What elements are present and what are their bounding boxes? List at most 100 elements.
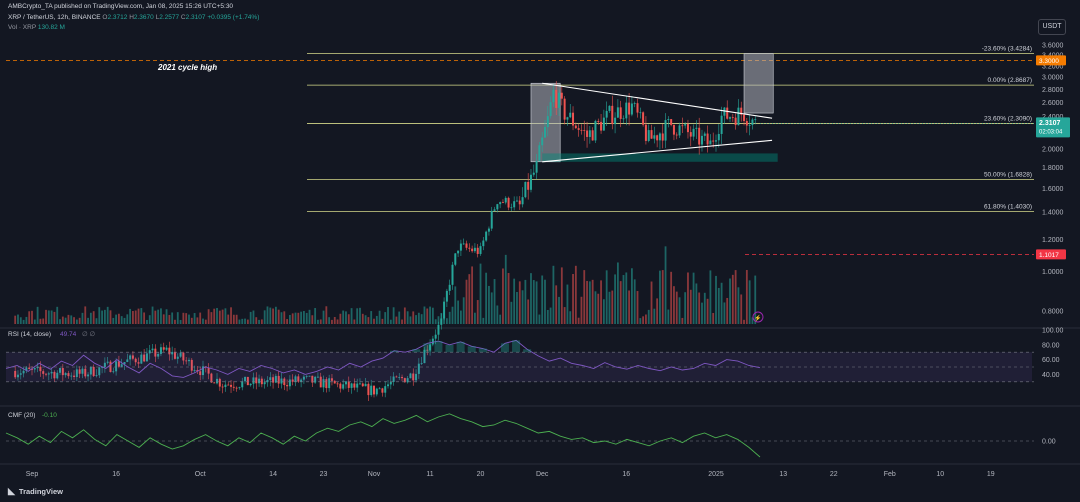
candle-body[interactable]	[364, 383, 367, 387]
candle-body[interactable]	[154, 348, 157, 357]
candle-body[interactable]	[50, 371, 53, 374]
candle-body[interactable]	[608, 105, 611, 111]
candle-body[interactable]	[672, 124, 675, 135]
candle-body[interactable]	[743, 114, 746, 121]
candle-body[interactable]	[145, 353, 148, 362]
candle-body[interactable]	[373, 385, 375, 395]
candle-body[interactable]	[47, 373, 50, 375]
candle-body[interactable]	[294, 376, 297, 382]
rsi-line[interactable]	[5, 339, 761, 378]
candle-body[interactable]	[695, 127, 698, 129]
candle-body[interactable]	[577, 128, 580, 130]
candle-body[interactable]	[16, 374, 19, 378]
candle-body[interactable]	[555, 89, 558, 108]
candle-body[interactable]	[78, 369, 81, 374]
candle-body[interactable]	[532, 172, 535, 175]
candle-body[interactable]	[574, 125, 577, 129]
candle-body[interactable]	[235, 387, 238, 389]
candle-body[interactable]	[221, 386, 224, 388]
candle-body[interactable]	[572, 112, 575, 126]
candle-body[interactable]	[213, 382, 216, 384]
cmf-line[interactable]	[5, 413, 761, 458]
candle-body[interactable]	[347, 381, 350, 388]
candle-body[interactable]	[471, 248, 474, 252]
candle-body[interactable]	[493, 209, 496, 211]
symbol-name[interactable]: XRP / TetherUS, 12h, BINANCE	[8, 14, 101, 21]
candle-body[interactable]	[513, 201, 516, 208]
candle-body[interactable]	[168, 347, 171, 355]
candle-body[interactable]	[670, 119, 673, 125]
candle-body[interactable]	[115, 361, 118, 372]
candle-body[interactable]	[401, 377, 404, 379]
candle-body[interactable]	[238, 387, 241, 389]
candle-body[interactable]	[476, 247, 479, 254]
candle-body[interactable]	[686, 124, 689, 133]
candle-body[interactable]	[588, 130, 591, 137]
candle-body[interactable]	[569, 112, 572, 118]
candle-body[interactable]	[241, 381, 244, 388]
candle-body[interactable]	[252, 377, 255, 384]
candle-body[interactable]	[614, 117, 617, 125]
candle-body[interactable]	[459, 243, 462, 251]
candle-body[interactable]	[81, 368, 84, 374]
candle-body[interactable]	[412, 373, 415, 381]
candle-body[interactable]	[748, 124, 751, 126]
candle-body[interactable]	[482, 240, 485, 247]
candle-body[interactable]	[358, 383, 361, 385]
candle-body[interactable]	[297, 376, 300, 382]
candle-body[interactable]	[67, 373, 70, 377]
candle-body[interactable]	[650, 130, 653, 139]
candle-body[interactable]	[101, 367, 104, 368]
candle-body[interactable]	[336, 383, 339, 385]
candle-body[interactable]	[272, 377, 275, 383]
candle-body[interactable]	[159, 347, 162, 354]
candle-body[interactable]	[423, 349, 426, 364]
candle-body[interactable]	[342, 384, 345, 389]
candle-body[interactable]	[171, 351, 174, 355]
candle-body[interactable]	[485, 231, 488, 241]
candle-body[interactable]	[529, 174, 532, 190]
candle-body[interactable]	[75, 369, 78, 378]
candle-body[interactable]	[754, 119, 757, 121]
candle-body[interactable]	[549, 102, 552, 117]
candle-body[interactable]	[277, 375, 280, 384]
candle-body[interactable]	[381, 388, 384, 393]
candle-body[interactable]	[443, 301, 446, 319]
candle-body[interactable]	[586, 130, 589, 137]
candle-body[interactable]	[628, 102, 631, 115]
candle-body[interactable]	[653, 135, 656, 139]
candle-body[interactable]	[462, 243, 465, 245]
candle-body[interactable]	[594, 120, 597, 141]
candle-body[interactable]	[322, 379, 325, 388]
candle-body[interactable]	[403, 378, 406, 383]
candle-body[interactable]	[420, 363, 423, 364]
candle-body[interactable]	[524, 181, 527, 198]
triangle-upper-trendline[interactable]	[542, 82, 773, 119]
candle-body[interactable]	[244, 376, 247, 382]
candle-body[interactable]	[33, 368, 36, 370]
candle-body[interactable]	[36, 366, 39, 369]
candle-body[interactable]	[42, 371, 45, 374]
candle-body[interactable]	[667, 119, 670, 121]
candle-body[interactable]	[25, 367, 28, 371]
candle-body[interactable]	[501, 202, 504, 203]
candle-body[interactable]	[434, 334, 437, 339]
candle-body[interactable]	[350, 383, 353, 388]
candle-body[interactable]	[193, 370, 196, 371]
candle-body[interactable]	[22, 370, 25, 374]
candle-body[interactable]	[639, 112, 642, 114]
candle-body[interactable]	[117, 361, 120, 367]
candle-body[interactable]	[703, 133, 706, 136]
candle-body[interactable]	[745, 120, 748, 126]
candle-body[interactable]	[583, 130, 586, 131]
candle-body[interactable]	[112, 371, 115, 373]
candle-body[interactable]	[302, 376, 305, 380]
candle-body[interactable]	[218, 378, 221, 387]
candle-body[interactable]	[216, 378, 219, 384]
candle-body[interactable]	[361, 383, 364, 387]
candle-body[interactable]	[602, 117, 605, 131]
candle-body[interactable]	[89, 366, 92, 375]
candle-body[interactable]	[723, 107, 726, 116]
candle-body[interactable]	[546, 116, 549, 128]
candle-body[interactable]	[751, 119, 754, 125]
